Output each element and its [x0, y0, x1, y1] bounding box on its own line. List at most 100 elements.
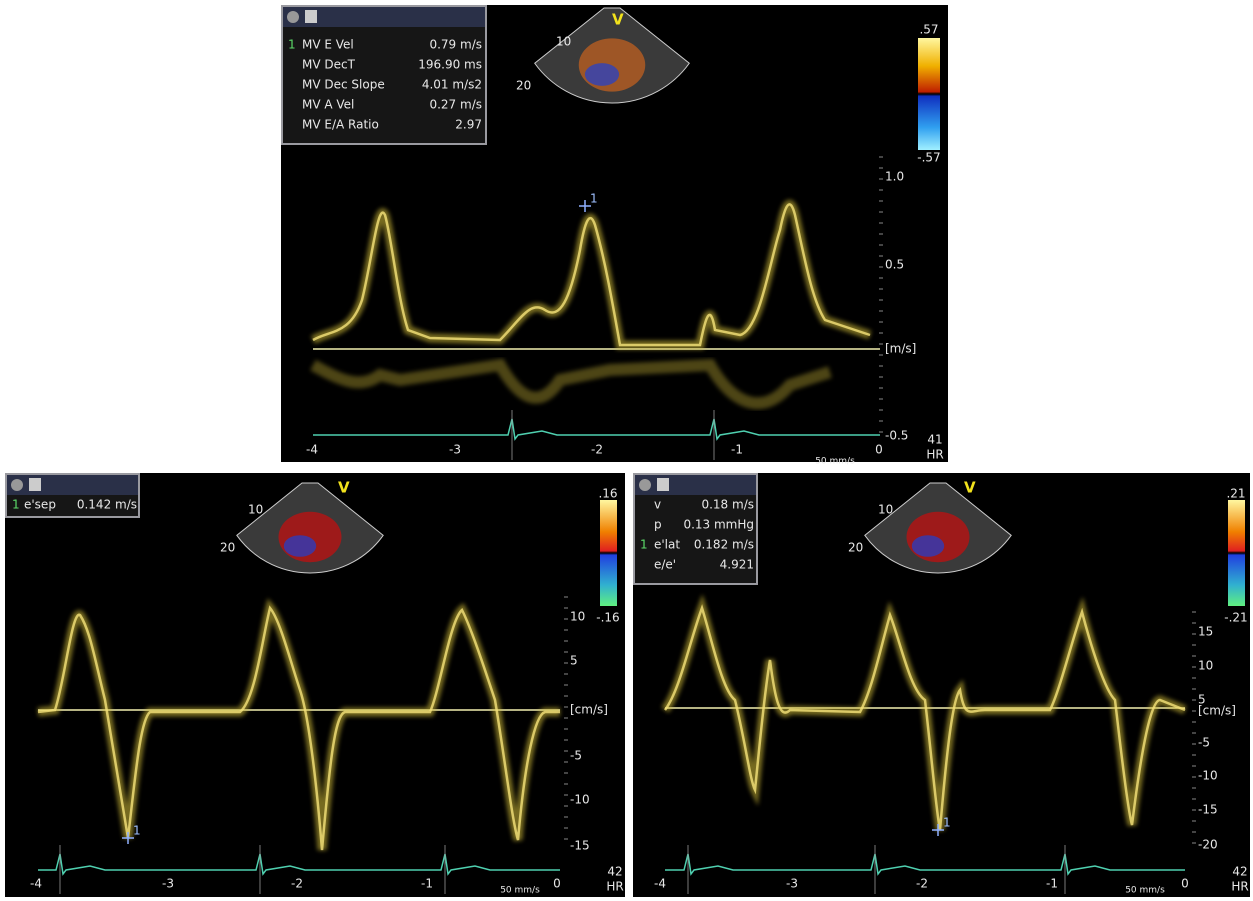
measurement-value: 0.27 m/s: [429, 98, 482, 112]
velocity-scale-label: -5: [570, 749, 582, 763]
sector-label: V: [612, 11, 624, 29]
time-tick-label: -1: [1046, 877, 1058, 891]
measurement-index: 1: [288, 38, 296, 52]
time-tick-label: -1: [731, 443, 743, 457]
velocity-scale-label: -15: [1198, 803, 1218, 817]
color-bar-min: -.16: [596, 611, 619, 625]
sector-depth: 10: [556, 35, 571, 49]
velocity-scale-label: -5: [1198, 736, 1210, 750]
time-tick-label: -4: [30, 877, 42, 891]
measurement-label: e'lat: [654, 538, 680, 552]
heart-rate: 41: [927, 433, 942, 447]
time-tick-label: -4: [654, 877, 666, 891]
heart-rate: 42: [1232, 865, 1247, 879]
color-bar-max: .57: [919, 23, 938, 37]
sweep-speed: 50 mm/s: [500, 886, 540, 896]
color-bar: [918, 38, 940, 150]
time-tick-label: -2: [591, 443, 603, 457]
measurement-label: e'sep: [24, 498, 56, 512]
time-tick-label: -3: [162, 877, 174, 891]
measurement-value: 0.79 m/s: [429, 38, 482, 52]
velocity-scale-label: 10: [570, 610, 585, 624]
color-bar: [600, 500, 617, 606]
measurement-label: MV E Vel: [302, 38, 354, 52]
measurement-label: p: [654, 518, 662, 532]
time-tick-label: 0: [1181, 877, 1189, 891]
sector-label: V: [338, 479, 350, 497]
time-tick-label: -4: [306, 443, 318, 457]
measurement-value: 0.142 m/s: [77, 498, 137, 512]
header-icon: [305, 10, 317, 23]
measurement-label: MV Dec Slope: [302, 78, 385, 92]
caliper-label: 1: [590, 192, 598, 206]
velocity-scale-label: -15: [570, 839, 590, 853]
heart-rate-unit: HR: [606, 880, 623, 894]
velocity-scale-label: 10: [1198, 659, 1213, 673]
measurement-label: MV A Vel: [302, 98, 354, 112]
sweep-speed: 50 mm/s: [815, 457, 855, 467]
velocity-scale-label: [cm/s]: [1198, 704, 1236, 718]
velocity-scale-label: 1.0: [885, 170, 904, 184]
color-bar-min: -.57: [917, 151, 940, 165]
velocity-scale-label: -10: [1198, 769, 1218, 783]
velocity-scale-label: [cm/s]: [570, 703, 608, 717]
measurement-value: 0.13 mmHg: [683, 518, 754, 532]
measurement-label: v: [654, 498, 661, 512]
header-icon: [29, 478, 41, 491]
ultrasound-panel: V1020.21-.2115105[cm/s]-5-10-15-20-4-3-2…: [633, 473, 1250, 897]
measurement-value: 196.90 ms: [418, 58, 482, 72]
color-bar: [1228, 500, 1245, 606]
color-bar-max: .21: [1226, 487, 1245, 501]
velocity-scale-label: [m/s]: [885, 342, 916, 356]
measurement-value: 0.182 m/s: [694, 538, 754, 552]
measurement-header: [7, 475, 138, 495]
color-bar-max: .16: [598, 487, 617, 501]
color-doppler-region: [912, 535, 944, 557]
measurement-index: 1: [640, 538, 648, 552]
heart-rate-unit: HR: [1231, 880, 1248, 894]
color-doppler-region: [284, 535, 316, 557]
measurement-index: 1: [12, 498, 20, 512]
sector-depth: 20: [848, 541, 863, 555]
color-doppler-region: [907, 512, 970, 562]
measurement-value: 4.01 m/s2: [422, 78, 482, 92]
measurement-value: 0.18 m/s: [701, 498, 754, 512]
header-icon: [657, 478, 669, 491]
heart-rate: 42: [607, 865, 622, 879]
ultrasound-screens: V1020.57-.571.00.5[m/s]-0.5-4-3-2-1041HR…: [0, 0, 1253, 901]
time-tick-label: 0: [553, 877, 561, 891]
time-tick-label: 0: [875, 443, 883, 457]
velocity-scale-label: -20: [1198, 838, 1218, 852]
measurement-label: e/e': [654, 558, 676, 572]
header-icon: [287, 11, 299, 23]
time-tick-label: -2: [291, 877, 303, 891]
time-tick-label: -2: [916, 877, 928, 891]
sweep-speed: 50 mm/s: [1125, 886, 1165, 896]
time-tick-label: -1: [421, 877, 433, 891]
velocity-scale-label: 15: [1198, 625, 1213, 639]
velocity-scale-label: -10: [570, 793, 590, 807]
color-doppler-region: [585, 63, 619, 86]
measurement-label: MV E/A Ratio: [302, 118, 379, 132]
measurement-value: 4.921: [720, 558, 754, 572]
sector-depth: 20: [220, 541, 235, 555]
velocity-scale-label: -0.5: [885, 429, 908, 443]
sector-depth: 10: [248, 503, 263, 517]
sector-depth: 20: [516, 79, 531, 93]
sector-depth: 10: [878, 503, 893, 517]
sector-label: V: [964, 479, 976, 497]
time-tick-label: -3: [449, 443, 461, 457]
ultrasound-panel: V1020.57-.571.00.5[m/s]-0.5-4-3-2-1041HR…: [281, 5, 948, 467]
caliper-label: 1: [133, 824, 141, 838]
color-bar-min: -.21: [1224, 611, 1247, 625]
time-tick-label: -3: [786, 877, 798, 891]
caliper-label: 1: [943, 816, 951, 830]
heart-rate-unit: HR: [926, 448, 943, 462]
header-icon: [639, 479, 651, 491]
measurement-value: 2.97: [455, 118, 482, 132]
color-doppler-region: [279, 512, 342, 562]
measurement-header: [635, 475, 756, 495]
measurement-label: MV DecT: [302, 58, 356, 72]
header-icon: [11, 479, 23, 491]
